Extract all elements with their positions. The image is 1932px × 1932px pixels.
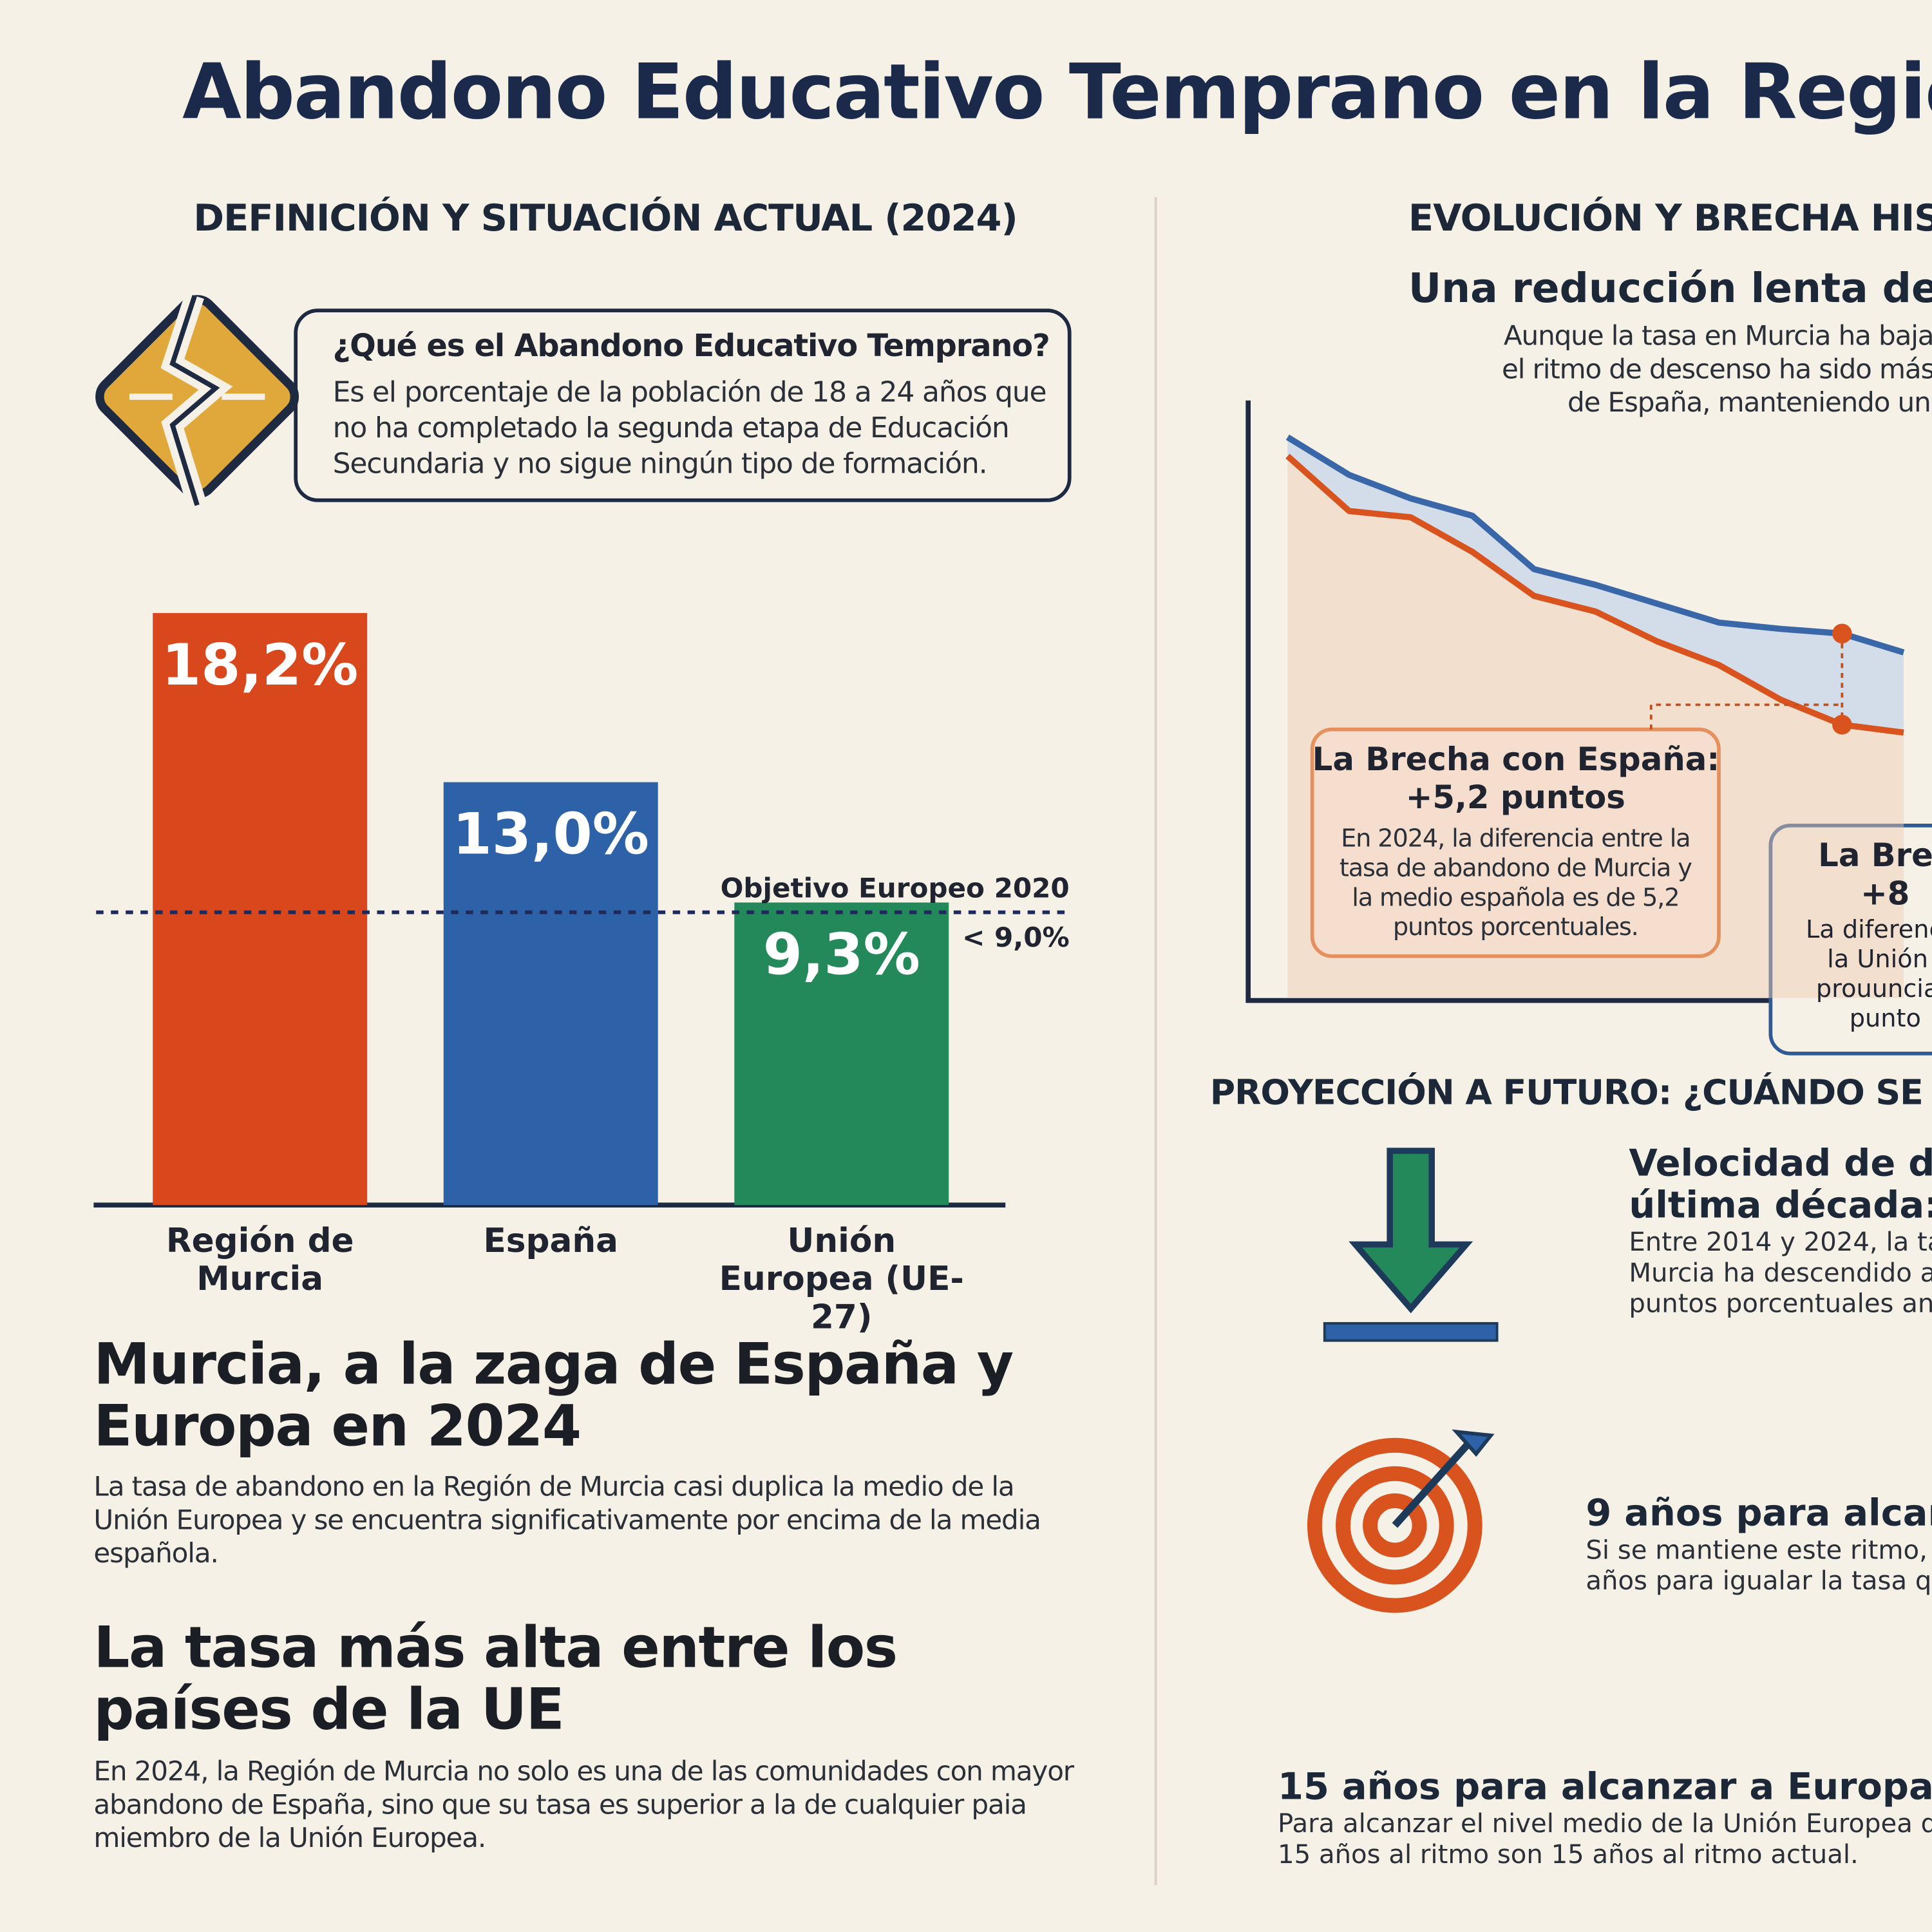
annotation: La Brecha con España: +5,2 puntos En 202…: [1312, 741, 1720, 947]
intro-line: de España, manteniendo una brecha pers: [1567, 388, 1932, 419]
definition-icon: [95, 292, 299, 508]
definition-text: Es el porcentaje de la población de 18 a…: [332, 377, 1047, 481]
annotation-text: prouunciad: [1815, 973, 1932, 1003]
arrow-icon: [1323, 1148, 1499, 1342]
annotation-box: [1310, 727, 1721, 958]
line: [1285, 453, 1904, 736]
annotation-box: [1768, 824, 1932, 1056]
x-tick-label: Región de Murcia: [166, 1222, 354, 1299]
item-text: Para alcanzar el nivel medio de la Unión…: [1278, 1808, 1932, 1839]
block-text: En 2024, la Región de Murcia no solo es …: [93, 1757, 1074, 1855]
item-title: última década: -0: [1629, 1184, 1932, 1227]
section-heading: DEFINICIÓN Y SITUACIÓN ACTUAL (2024): [193, 197, 1018, 241]
page-title: Abandono Educativo Temprano en la Región: [182, 46, 1932, 137]
intro-line: el ritmo de descenso ha sido más tento q…: [1502, 355, 1932, 386]
annotation-title: La Brecha con España:: [1312, 741, 1720, 779]
annotation-text: la Unión I: [1827, 943, 1932, 974]
bar: [153, 612, 368, 1206]
reference-label: Objetivo Europeo 2020: [721, 873, 1070, 904]
intro: Aunque la tasa en Murcia ha bajado desde…: [1368, 320, 1932, 420]
block-text: La tasa de abandono en la Región de Murc…: [93, 1472, 1041, 1570]
target-icon: [1307, 1429, 1495, 1613]
area: [1287, 456, 1904, 998]
point: [1832, 623, 1852, 644]
x-tick-label: España: [483, 1222, 618, 1261]
annotation-title: +5,2 puntos: [1405, 780, 1625, 817]
point: [1832, 714, 1852, 735]
annotation-text: La diferencia: [1805, 914, 1932, 944]
x-tick-label: Unión Europea (UE-27): [719, 1222, 964, 1337]
bar-value-label: 18,2%: [162, 632, 358, 698]
annotation-title: La Brec: [1818, 838, 1932, 875]
item-text: Si se mantiene este ritmo, Mur: [1586, 1535, 1932, 1565]
section-subtitle: Una reducción lenta desde: [1408, 263, 1932, 312]
item-text: Entre 2014 y 2024, la tasa: [1629, 1227, 1932, 1257]
item-title: 9 años para alcanza: [1586, 1492, 1932, 1535]
projection-item: 15 años para alcanzar a Europa Para alcan…: [1278, 1765, 1932, 1871]
annotation-title: +8: [1861, 876, 1910, 913]
line-axes: [1245, 400, 1932, 1003]
annotation-text: punto: [1849, 1003, 1921, 1033]
bar: [443, 782, 658, 1206]
bar-value-label: 9,3%: [763, 921, 920, 987]
section-heading: PROYECCIÓN A FUTURO: ¿CUÁNDO SE CER: [1209, 1072, 1932, 1113]
bar: [734, 902, 949, 1206]
intro-line: Aunque la tasa en Murcia ha bajado desde…: [1503, 321, 1932, 353]
item-text: Murcia ha descendido a un: [1629, 1258, 1932, 1288]
projection-item: Velocidad de deseúltima década: -0Entre …: [1629, 1142, 1932, 1320]
annotation-text: En 2024, la diferencia entre la tasa de …: [1339, 823, 1692, 942]
item-title: Velocidad de dese: [1629, 1142, 1932, 1186]
item-text: 15 años al ritmo son 15 años al ritmo ac…: [1278, 1839, 1859, 1870]
section-heading: EVOLUCIÓN Y BRECHA HIST: [1408, 197, 1932, 241]
definition-title: ¿Qué es el Abandono Educativo Temprano?: [332, 327, 1050, 364]
bar-value-label: 13,0%: [453, 801, 649, 867]
line: [1285, 434, 1905, 656]
projection-item: 9 años para alcanzaSi se mantiene este r…: [1586, 1493, 1932, 1597]
item-title: 15 años para alcanzar a Europa: [1278, 1765, 1932, 1809]
reference-value-label: < 9,0%: [962, 922, 1070, 953]
annotation: La Brec+8La diferenciala Unión Iprouunci…: [1786, 838, 1932, 1032]
block-title: La tasa más alta entre los países de la …: [93, 1614, 898, 1743]
block-title: Murcia, a la zaga de España y Europa en …: [93, 1331, 1014, 1459]
item-text: puntos porcentuales anual: [1629, 1289, 1932, 1319]
item-text: años para igualar la tasa que E: [1586, 1566, 1932, 1596]
definition-box: [294, 308, 1072, 502]
